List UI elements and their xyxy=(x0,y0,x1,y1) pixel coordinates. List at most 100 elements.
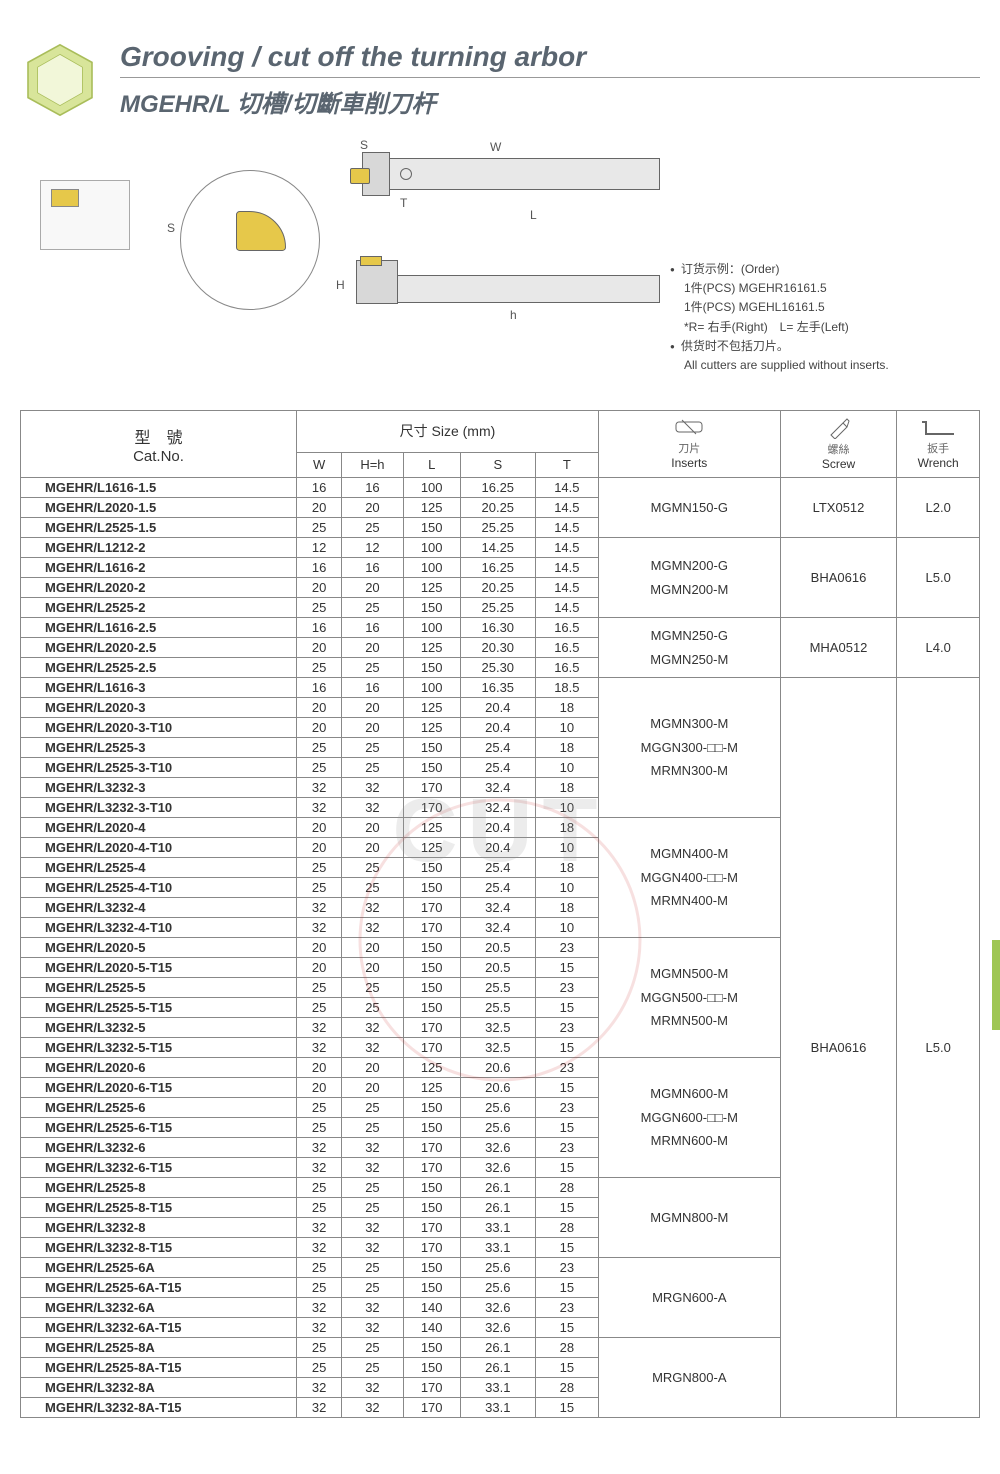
cell-dim: 150 xyxy=(403,958,460,978)
cell-dim: 125 xyxy=(403,578,460,598)
cell-dim: 170 xyxy=(403,1218,460,1238)
col-inserts: 刀片 Inserts xyxy=(598,411,780,478)
cell-dim: 25 xyxy=(297,1358,342,1378)
table-row: MGEHR/L1616-3161610016.3518.5MGMN300-MMG… xyxy=(21,678,980,698)
cell-catno: MGEHR/L2020-6-T15 xyxy=(21,1078,297,1098)
cell-dim: 125 xyxy=(403,638,460,658)
cell-dim: 20 xyxy=(342,1058,403,1078)
cell-catno: MGEHR/L1616-1.5 xyxy=(21,478,297,498)
cell-dim: 150 xyxy=(403,1258,460,1278)
col-L: L xyxy=(403,452,460,477)
cell-catno: MGEHR/L2525-6A-T15 xyxy=(21,1278,297,1298)
cell-dim: 150 xyxy=(403,938,460,958)
cell-dim: 26.1 xyxy=(460,1338,535,1358)
tool-top-view: W S T L xyxy=(330,150,680,200)
cell-dim: 16.5 xyxy=(535,618,598,638)
cell-dim: 20 xyxy=(297,838,342,858)
cell-dim: 25.4 xyxy=(460,758,535,778)
side-green-bar xyxy=(992,940,1000,1030)
cell-dim: 23 xyxy=(535,1098,598,1118)
col-S: S xyxy=(460,452,535,477)
cell-dim: 32.6 xyxy=(460,1298,535,1318)
cell-dim: 16 xyxy=(297,478,342,498)
cell-catno: MGEHR/L2020-5-T15 xyxy=(21,958,297,978)
cell-dim: 32 xyxy=(342,1318,403,1338)
cell-dim: 20.6 xyxy=(460,1058,535,1078)
cell-dim: 32 xyxy=(297,1318,342,1338)
cell-dim: 15 xyxy=(535,1118,598,1138)
cell-dim: 16.30 xyxy=(460,618,535,638)
cell-inserts: MGMN150-G xyxy=(598,478,780,538)
cell-dim: 25.25 xyxy=(460,598,535,618)
cell-catno: MGEHR/L3232-6 xyxy=(21,1138,297,1158)
cell-inserts: MGMN500-MMGGN500-□□-MMRMN500-M xyxy=(598,938,780,1058)
cell-dim: 32.6 xyxy=(460,1138,535,1158)
cell-dim: 20.25 xyxy=(460,578,535,598)
cell-dim: 25 xyxy=(342,1358,403,1378)
cell-catno: MGEHR/L3232-6A xyxy=(21,1298,297,1318)
cell-dim: 20.4 xyxy=(460,698,535,718)
cell-catno: MGEHR/L2020-3-T10 xyxy=(21,718,297,738)
table-row: MGEHR/L1616-2.5161610016.3016.5MGMN250-G… xyxy=(21,618,980,638)
cell-dim: 20.30 xyxy=(460,638,535,658)
cell-dim: 150 xyxy=(403,878,460,898)
cell-dim: 150 xyxy=(403,1178,460,1198)
cell-dim: 125 xyxy=(403,1078,460,1098)
cell-catno: MGEHR/L2525-4-T10 xyxy=(21,878,297,898)
cell-dim: 14.5 xyxy=(535,598,598,618)
cell-inserts: MGMN400-MMGGN400-□□-MMRMN400-M xyxy=(598,818,780,938)
cell-dim: 20 xyxy=(342,638,403,658)
cell-catno: MGEHR/L2525-8-T15 xyxy=(21,1198,297,1218)
col-H: H=h xyxy=(342,452,403,477)
cell-inserts: MGMN300-MMGGN300-□□-MMRMN300-M xyxy=(598,678,780,818)
cell-dim: 20 xyxy=(342,958,403,978)
cell-dim: 20 xyxy=(297,578,342,598)
cell-dim: 16 xyxy=(297,558,342,578)
cell-catno: MGEHR/L2020-1.5 xyxy=(21,498,297,518)
cell-dim: 32 xyxy=(342,1038,403,1058)
cell-dim: 20 xyxy=(342,498,403,518)
cell-dim: 125 xyxy=(403,818,460,838)
cell-dim: 32 xyxy=(342,1138,403,1158)
cell-catno: MGEHR/L2525-5 xyxy=(21,978,297,998)
cell-catno: MGEHR/L3232-6-T15 xyxy=(21,1158,297,1178)
cell-wrench: L4.0 xyxy=(897,618,980,678)
cell-dim: 15 xyxy=(535,1198,598,1218)
cell-inserts: MRGN800-A xyxy=(598,1338,780,1418)
cell-catno: MGEHR/L2525-6A xyxy=(21,1258,297,1278)
cell-inserts: MGMN800-M xyxy=(598,1178,780,1258)
cell-dim: 150 xyxy=(403,978,460,998)
cell-dim: 33.1 xyxy=(460,1238,535,1258)
cell-dim: 23 xyxy=(535,1018,598,1038)
cell-catno: MGEHR/L3232-5-T15 xyxy=(21,1038,297,1058)
cell-dim: 25 xyxy=(297,1098,342,1118)
cell-dim: 170 xyxy=(403,798,460,818)
cell-dim: 33.1 xyxy=(460,1378,535,1398)
tool-side-view: H h xyxy=(330,260,680,315)
cell-wrench: L2.0 xyxy=(897,478,980,538)
cell-dim: 150 xyxy=(403,658,460,678)
cell-dim: 32 xyxy=(297,918,342,938)
cell-dim: 100 xyxy=(403,478,460,498)
cell-dim: 150 xyxy=(403,1358,460,1378)
cell-dim: 32 xyxy=(297,798,342,818)
cell-catno: MGEHR/L1212-2 xyxy=(21,538,297,558)
cell-dim: 20 xyxy=(297,818,342,838)
cell-catno: MGEHR/L2525-8 xyxy=(21,1178,297,1198)
cell-dim: 15 xyxy=(535,958,598,978)
cell-catno: MGEHR/L3232-4 xyxy=(21,898,297,918)
cell-dim: 16.25 xyxy=(460,558,535,578)
circle-detail-diagram: S xyxy=(180,170,320,310)
cell-dim: 20 xyxy=(297,698,342,718)
cell-dim: 20 xyxy=(342,838,403,858)
cell-dim: 25 xyxy=(342,738,403,758)
cell-dim: 150 xyxy=(403,858,460,878)
cell-dim: 25 xyxy=(297,738,342,758)
insert-icon xyxy=(672,418,706,438)
cell-dim: 10 xyxy=(535,838,598,858)
cell-dim: 12 xyxy=(342,538,403,558)
cell-dim: 16.5 xyxy=(535,638,598,658)
cell-dim: 16 xyxy=(342,618,403,638)
cell-catno: MGEHR/L2020-3 xyxy=(21,698,297,718)
cell-dim: 20 xyxy=(297,638,342,658)
